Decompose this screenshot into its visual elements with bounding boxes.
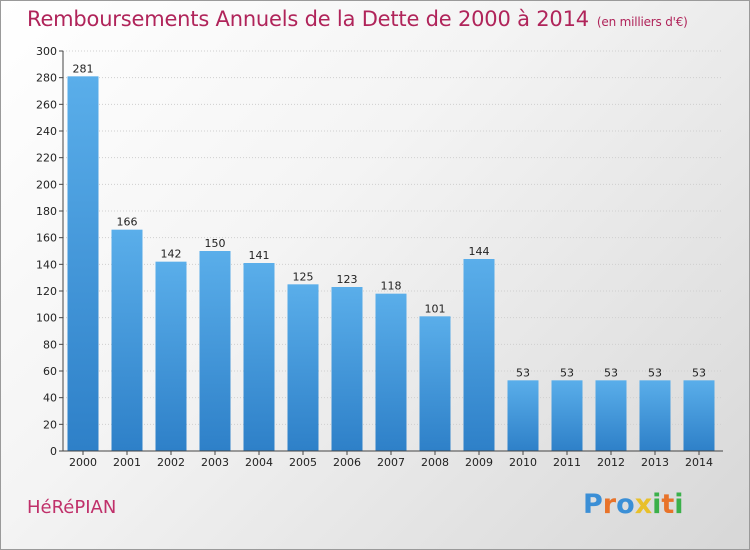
y-tick-label: 100: [36, 312, 57, 325]
x-tick-label: 2011: [553, 456, 581, 469]
x-tick-label: 2010: [509, 456, 537, 469]
bars-group: 281 166 142 150 141 125 123 118 101 144 53 53 53 53 53: [67, 62, 715, 451]
logo-letter: t: [661, 489, 675, 520]
data-label: 166: [117, 216, 138, 229]
y-tick-label: 300: [36, 45, 57, 58]
bar-2008: [419, 316, 451, 451]
x-tick-label: 2004: [245, 456, 273, 469]
bar-2014: [683, 380, 715, 451]
data-label: 123: [337, 273, 358, 286]
bar-2002: [155, 261, 187, 451]
logo-letter: x: [634, 489, 653, 520]
y-axis: 0 20 40 60 80 100 120 140 160 180 200 220 240 260 280 3…: [36, 45, 64, 458]
x-tick-label: 2006: [333, 456, 361, 469]
data-label: 142: [161, 248, 182, 261]
data-label: 53: [648, 366, 662, 379]
y-tick-label: 60: [43, 365, 57, 378]
x-tick-label: 2001: [113, 456, 141, 469]
logo-letter: o: [616, 489, 635, 520]
y-tick-label: 260: [36, 98, 57, 111]
bar-2006: [331, 287, 363, 451]
bar-2005: [287, 284, 319, 451]
x-axis: 2000 2001 2002 2003 2004 2005 2006 2007 2008 2009…: [63, 450, 723, 469]
chart-title: Remboursements Annuels de la Dette de 20…: [27, 7, 688, 31]
x-tick-label: 2005: [289, 456, 317, 469]
y-tick-label: 20: [43, 418, 57, 431]
data-label: 141: [249, 249, 270, 262]
data-label: 53: [692, 366, 706, 379]
x-tick-label: 2013: [641, 456, 669, 469]
x-tick-label: 2002: [157, 456, 185, 469]
logo-letter: i: [652, 489, 662, 520]
bar-2004: [243, 263, 275, 451]
bar-2009: [463, 259, 495, 451]
y-tick-label: 140: [36, 258, 57, 271]
y-tick-label: 200: [36, 178, 57, 191]
data-label: 281: [73, 62, 94, 75]
bar-2007: [375, 293, 407, 451]
data-label: 101: [425, 302, 446, 315]
commune-name: HéRéPIAN: [27, 497, 117, 518]
bar-2000: [67, 76, 99, 451]
y-tick-label: 240: [36, 125, 57, 138]
logo-letter: P: [583, 489, 603, 520]
x-tick-label: 2007: [377, 456, 405, 469]
y-tick-label: 280: [36, 72, 57, 85]
proxiti-logo: Proxiti: [583, 489, 684, 520]
data-label: 150: [205, 237, 226, 250]
y-tick-label: 120: [36, 285, 57, 298]
x-tick-label: 2000: [69, 456, 97, 469]
bar-2012: [595, 380, 627, 451]
logo-letter: i: [674, 489, 684, 520]
data-label: 125: [293, 270, 314, 283]
y-tick-label: 40: [43, 392, 57, 405]
logo-letter: r: [602, 489, 617, 520]
x-tick-label: 2014: [685, 456, 713, 469]
bar-2010: [507, 380, 539, 451]
chart-title-text: Remboursements Annuels de la Dette de 20…: [27, 7, 589, 31]
bar-2011: [551, 380, 583, 451]
bar-2013: [639, 380, 671, 451]
data-label: 53: [604, 366, 618, 379]
data-label: 53: [516, 366, 530, 379]
y-tick-label: 0: [50, 445, 57, 458]
y-tick-label: 160: [36, 232, 57, 245]
x-tick-label: 2008: [421, 456, 449, 469]
x-tick-label: 2003: [201, 456, 229, 469]
bar-2003: [199, 251, 231, 451]
x-tick-label: 2012: [597, 456, 625, 469]
y-tick-label: 180: [36, 205, 57, 218]
data-label: 53: [560, 366, 574, 379]
y-tick-label: 220: [36, 152, 57, 165]
bar-2001: [111, 229, 143, 451]
data-label: 144: [469, 245, 490, 258]
x-tick-label: 2009: [465, 456, 493, 469]
data-label: 118: [381, 280, 402, 293]
chart-unit: (en milliers d'€): [596, 15, 688, 29]
y-tick-label: 80: [43, 338, 57, 351]
